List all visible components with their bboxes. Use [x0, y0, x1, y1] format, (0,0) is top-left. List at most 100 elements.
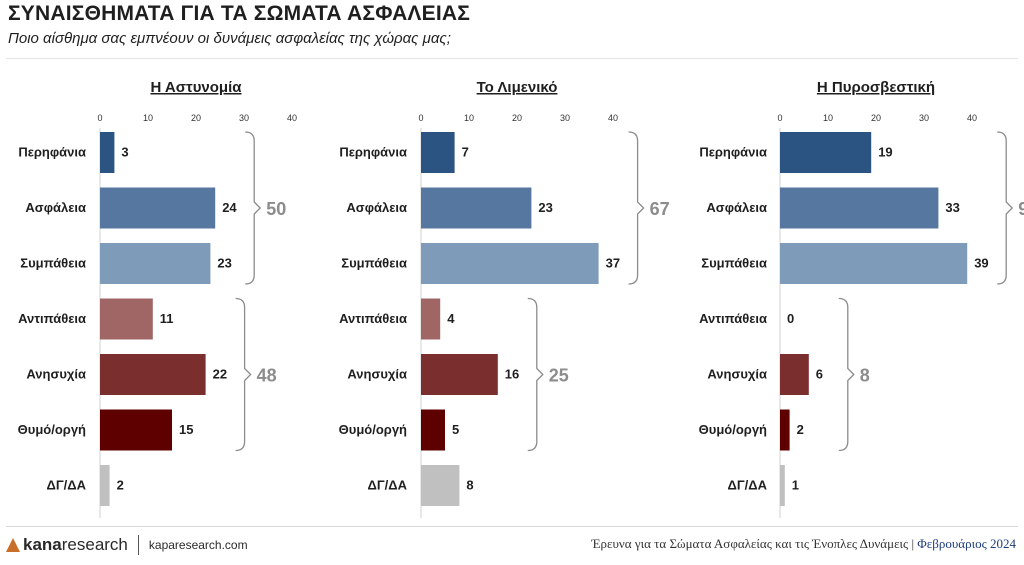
category-label: Περηφάνια [699, 145, 767, 160]
bar [100, 465, 110, 506]
bar [421, 465, 460, 506]
category-label: Συμπάθεια [20, 256, 86, 271]
tick-label: 20 [191, 113, 201, 123]
bar [780, 465, 785, 506]
data-label: 11 [160, 311, 174, 326]
data-label: 33 [945, 200, 959, 215]
chart-title: Η Αστυνομία [150, 79, 242, 96]
category-label: Ανησυχία [26, 367, 86, 382]
tick-label: 40 [967, 113, 977, 123]
data-label: 22 [213, 367, 227, 382]
category-label: Ανησυχία [347, 367, 407, 382]
logo-brand-light: research [61, 535, 128, 554]
category-label: Ανησυχία [707, 367, 767, 382]
bar [100, 243, 211, 284]
group-bracket [245, 131, 262, 285]
data-label: 24 [222, 200, 237, 215]
category-label: Αντιπάθεια [339, 311, 407, 326]
tick-label: 0 [418, 113, 423, 123]
tick-label: 30 [239, 113, 249, 123]
bar [421, 132, 455, 173]
bar [421, 354, 498, 395]
category-label: Ασφάλεια [346, 200, 407, 215]
category-label: Αντιπάθεια [699, 311, 767, 326]
bar [780, 243, 968, 284]
tick-label: 0 [777, 113, 782, 123]
chart-title: Η Πυροσβεστική [817, 79, 935, 96]
page-title: ΣΥΝΑΙΣΘΗΜΑΤΑ ΓΙΑ ΤΑ ΣΩΜΑΤΑ ΑΣΦΑΛΕΙΑΣ [8, 2, 471, 25]
category-label: Περηφάνια [18, 145, 86, 160]
bar [421, 187, 532, 229]
category-label: Θυμό/οργή [18, 422, 86, 437]
data-label: 23 [538, 200, 552, 215]
logo-brand-bold: kana [23, 535, 62, 554]
data-label: 2 [117, 478, 124, 493]
group-bracket [628, 131, 645, 285]
category-label: ΔΓ/ΔΑ [367, 478, 407, 493]
tick-label: 40 [608, 113, 618, 123]
page-subtitle: Ποιο αίσθημα σας εμπνέουν οι δυνάμεις ασ… [8, 30, 451, 47]
footer-divider [6, 526, 1018, 527]
footer-date: Φεβρουάριος 2024 [917, 536, 1016, 551]
category-label: Θυμό/οργή [699, 422, 767, 437]
data-label: 37 [606, 256, 620, 271]
bar [780, 409, 790, 451]
logo-triangle-icon [6, 538, 20, 552]
chart-panel-2: Το Λιμενικό 0 10 20 30 40 Περηφάνια 7 Ασφάλεια 23… [339, 79, 670, 518]
tick-label: 20 [512, 113, 522, 123]
group-total-label: 50 [266, 199, 286, 219]
category-label: ΔΓ/ΔΑ [46, 478, 86, 493]
bar [421, 298, 441, 340]
footer-separator: | [911, 536, 915, 551]
bar [100, 354, 206, 395]
bar [421, 409, 445, 451]
data-label: 23 [217, 256, 231, 271]
bar [100, 298, 153, 340]
category-label: Συμπάθεια [341, 256, 407, 271]
tick-label: 30 [919, 113, 929, 123]
tick-label: 40 [287, 113, 297, 123]
tick-label: 0 [97, 113, 102, 123]
data-label: 16 [505, 367, 519, 382]
data-label: 15 [179, 422, 193, 437]
data-label: 19 [878, 145, 892, 160]
category-label: Συμπάθεια [701, 256, 767, 271]
tick-label: 20 [871, 113, 881, 123]
data-label: 5 [452, 422, 459, 437]
data-label: 8 [466, 478, 473, 493]
footer-survey-info: Έρευνα για τα Σώματα Ασφαλείας και τις Έ… [592, 536, 1016, 552]
group-bracket [838, 297, 855, 452]
bar [100, 187, 216, 229]
category-label: Θυμό/οργή [339, 422, 407, 437]
data-label: 7 [462, 145, 469, 160]
data-label: 39 [974, 256, 988, 271]
group-total-label: 8 [860, 366, 870, 386]
category-label: Αντιπάθεια [18, 311, 86, 326]
data-label: 2 [797, 422, 804, 437]
tick-label: 10 [464, 113, 474, 123]
bar [780, 187, 939, 229]
group-total-label: 48 [257, 366, 277, 386]
footer-survey-name: Έρευνα για τα Σώματα Ασφαλείας και τις Έ… [591, 536, 909, 551]
data-label: 3 [121, 145, 128, 160]
header-divider [6, 58, 1018, 59]
bar [100, 132, 115, 173]
brand-url: kaparesearch.com [148, 538, 248, 552]
chart-title: Το Λιμενικό [477, 79, 558, 96]
group-bracket [527, 297, 544, 452]
group-bracket [997, 131, 1014, 285]
bar [780, 354, 809, 395]
group-bracket [235, 297, 252, 452]
bar [780, 132, 872, 173]
bar [421, 243, 599, 284]
tick-label: 10 [143, 113, 153, 123]
data-label: 0 [787, 311, 794, 326]
group-total-label: 91 [1018, 199, 1024, 219]
tick-label: 30 [560, 113, 570, 123]
brand-logo: kana research kaparesearch.com [6, 533, 248, 557]
bar [100, 409, 172, 451]
logo-separator [137, 535, 139, 555]
